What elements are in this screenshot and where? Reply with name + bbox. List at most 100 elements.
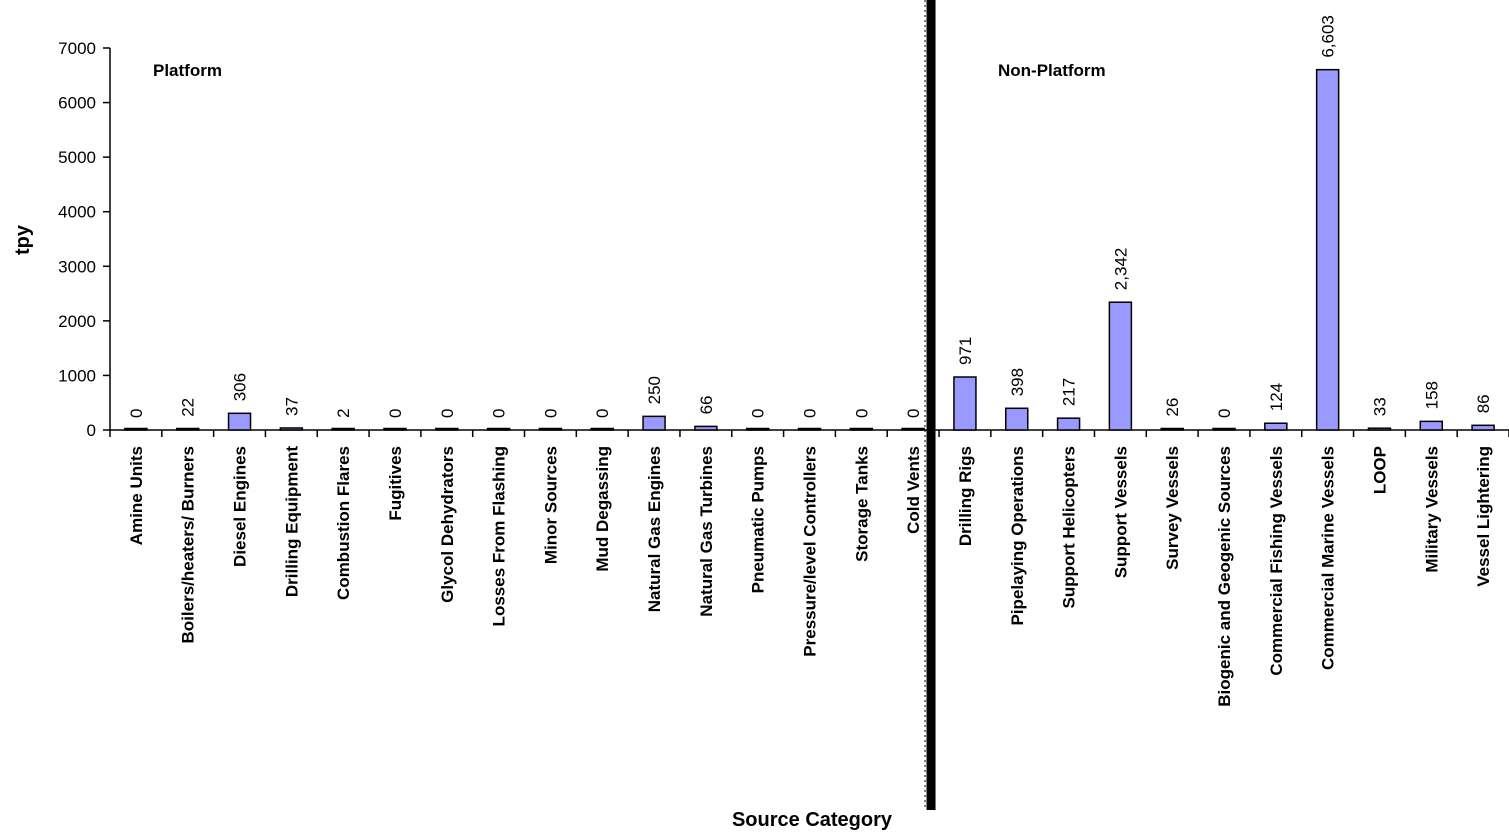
data-label: 0 xyxy=(490,409,509,418)
bar xyxy=(1367,427,1392,431)
y-tick-label: 0 xyxy=(87,421,96,440)
data-label: 971 xyxy=(956,337,975,365)
y-axis: 0 1000 2000 3000 4000 5000 6000 7000 xyxy=(58,39,111,440)
bar xyxy=(1212,427,1236,431)
bars xyxy=(124,68,1495,431)
bar xyxy=(953,376,977,431)
bar xyxy=(1056,417,1081,431)
category-label: Combustion Flares xyxy=(334,446,353,600)
category-label: Drilling Rigs xyxy=(956,446,975,546)
bar xyxy=(797,427,822,431)
data-label: 0 xyxy=(386,409,405,418)
category-label: Amine Units xyxy=(127,446,146,545)
bar xyxy=(694,425,718,431)
data-label: 6,603 xyxy=(1319,15,1338,58)
category-label: Commercial Marine Vessels xyxy=(1319,446,1338,670)
data-label: 0 xyxy=(749,409,768,418)
bar xyxy=(175,427,200,431)
region-label: Non-Platform xyxy=(998,61,1106,80)
y-tick-label: 7000 xyxy=(58,39,96,58)
data-label: 250 xyxy=(645,376,664,404)
data-label: 0 xyxy=(852,409,871,418)
bar xyxy=(435,427,459,431)
data-label: 22 xyxy=(179,398,198,417)
category-label: Pneumatic Pumps xyxy=(749,446,768,593)
data-label: 0 xyxy=(127,409,146,418)
data-label: 66 xyxy=(697,395,716,414)
category-label: Natural Gas Engines xyxy=(645,446,664,612)
bar xyxy=(1471,424,1495,431)
category-label: Cold Vents xyxy=(904,446,923,534)
bar xyxy=(1160,427,1184,431)
bar xyxy=(538,427,563,431)
data-label: 398 xyxy=(1008,368,1027,396)
bar xyxy=(227,412,252,431)
category-label: Storage Tanks xyxy=(852,446,871,562)
bar xyxy=(331,427,355,431)
y-tick-label: 5000 xyxy=(58,148,96,167)
bar xyxy=(1264,422,1288,431)
data-label: 2 xyxy=(334,408,353,417)
data-label: 0 xyxy=(438,409,457,418)
data-label: 0 xyxy=(541,409,560,418)
y-tick-label: 6000 xyxy=(58,94,96,113)
bar xyxy=(486,427,511,431)
category-label: Survey Vessels xyxy=(1163,446,1182,570)
category-label: Diesel Engines xyxy=(231,446,250,567)
bar xyxy=(1315,68,1340,431)
y-tick-label: 4000 xyxy=(58,203,96,222)
data-label: 26 xyxy=(1163,398,1182,417)
data-label: 2,342 xyxy=(1111,248,1130,291)
category-label: Boilers/heaters/ Burners xyxy=(179,446,198,643)
category-labels: Amine Units Boilers/heaters/ Burners Diese… xyxy=(127,446,1493,707)
category-label: Commercial Fishing Vessels xyxy=(1267,446,1286,676)
data-labels: 0 22 306 37 2 0 0 0 0 0 250 66 0 0 0 0 971 398 217 2,342 26 0… xyxy=(127,15,1493,418)
data-label: 217 xyxy=(1060,378,1079,406)
category-label: LOOP xyxy=(1370,446,1389,494)
bar xyxy=(745,427,770,431)
category-label: Support Vessels xyxy=(1111,446,1130,578)
x-axis xyxy=(109,429,1509,437)
bar xyxy=(1419,420,1444,431)
data-label: 0 xyxy=(904,409,923,418)
data-label: 0 xyxy=(1215,409,1234,418)
category-label: Mud Degassing xyxy=(593,446,612,572)
category-label: Minor Sources xyxy=(541,446,560,564)
data-label: 306 xyxy=(231,373,250,401)
category-label: Fugitives xyxy=(386,446,405,521)
data-label: 0 xyxy=(801,409,820,418)
bar xyxy=(849,427,874,431)
bar xyxy=(1005,407,1029,431)
region-label: Platform xyxy=(153,61,222,80)
category-label: Drilling Equipment xyxy=(282,446,301,597)
category-label: Pressure/level Controllers xyxy=(801,446,820,657)
category-label: Pipelaying Operations xyxy=(1008,446,1027,626)
bar xyxy=(901,427,925,431)
category-label: Support Helicopters xyxy=(1060,446,1079,608)
category-label: Glycol Dehydrators xyxy=(438,446,457,603)
data-label: 33 xyxy=(1370,397,1389,416)
y-axis-title: tpy xyxy=(12,224,34,255)
y-tick-label: 3000 xyxy=(58,257,96,276)
data-label: 158 xyxy=(1422,381,1441,409)
x-axis-title: Source Category xyxy=(732,809,893,831)
data-label: 86 xyxy=(1474,394,1493,413)
y-tick-label: 2000 xyxy=(58,312,96,331)
category-label: Natural Gas Turbines xyxy=(697,446,716,617)
bar xyxy=(1108,301,1133,431)
category-label: Losses From Flashing xyxy=(490,446,509,626)
bar xyxy=(124,427,148,431)
y-tick-label: 1000 xyxy=(58,366,96,385)
bar xyxy=(383,427,407,431)
region-labels: Platform Non-Platform xyxy=(153,0,1106,810)
category-label: Vessel Lightering xyxy=(1474,446,1493,587)
bar xyxy=(279,427,304,431)
data-label: 0 xyxy=(593,409,612,418)
bar xyxy=(642,415,666,431)
data-label: 37 xyxy=(282,397,301,416)
bar xyxy=(590,427,614,431)
category-label: Biogenic and Geogenic Sources xyxy=(1215,446,1234,707)
category-label: Military Vessels xyxy=(1422,446,1441,573)
data-label: 124 xyxy=(1267,383,1286,411)
